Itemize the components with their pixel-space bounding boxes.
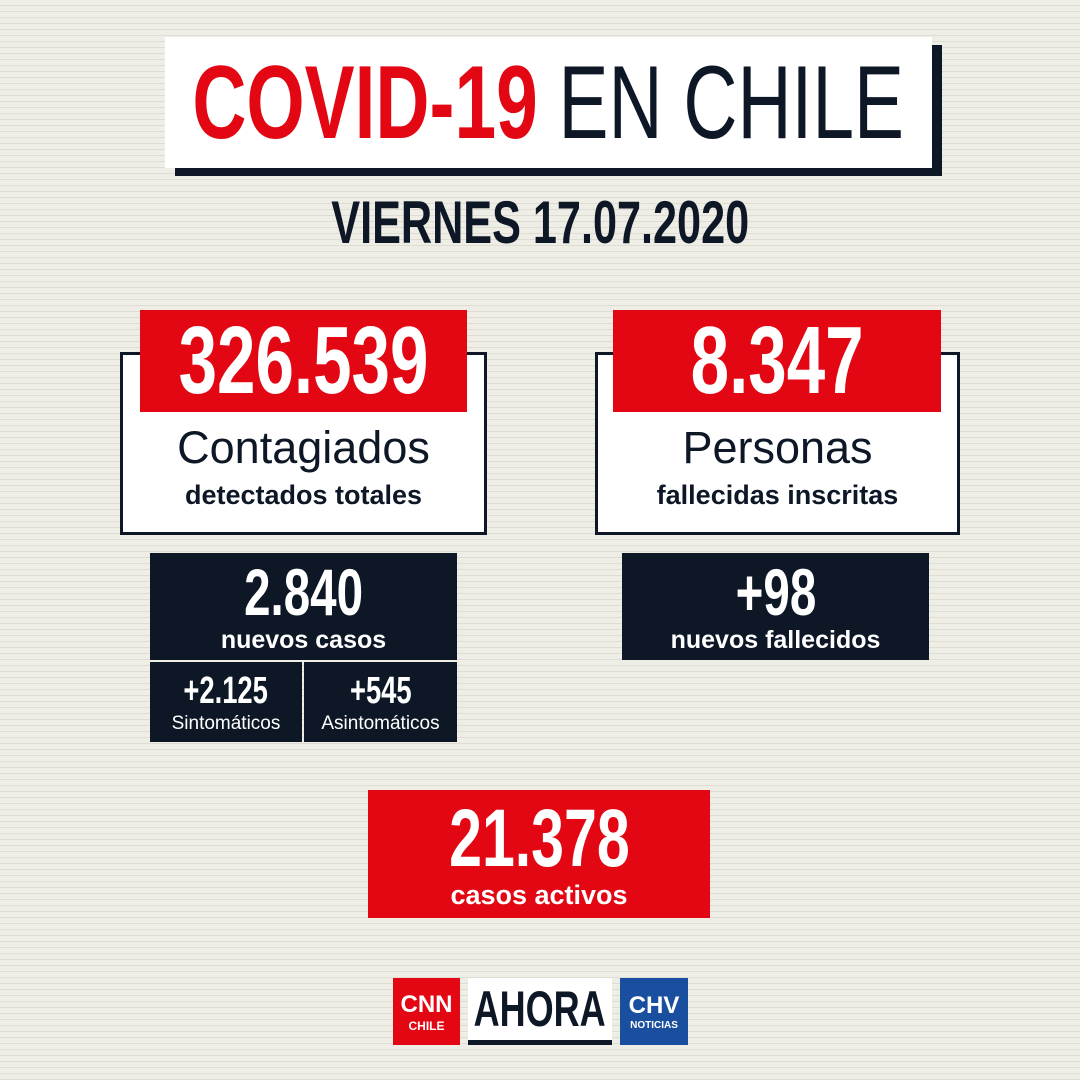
title: COVID-19 EN CHILE: [193, 51, 905, 155]
ahora-logo: AHORA: [468, 978, 612, 1045]
card-number-box: 326.539: [140, 307, 467, 414]
daily-number: +98: [735, 555, 816, 629]
ahora-text: AHORA: [474, 981, 607, 1037]
daily-number: 2.840: [244, 555, 363, 629]
card-number: 8.347: [690, 307, 864, 414]
card-sublabel: fallecidas inscritas: [656, 479, 899, 510]
breakdown-label: Asintomáticos: [321, 713, 440, 734]
card-label: Contagiados: [177, 422, 430, 473]
active-number: 21.378: [448, 792, 630, 884]
title-rest: EN CHILE: [558, 44, 905, 161]
date-wrap: VIERNES 17.07.2020: [0, 188, 1080, 256]
date: VIERNES 17.07.2020: [331, 188, 749, 256]
cnn-logo: CNN CHILE: [393, 978, 460, 1045]
breakdown-number: +545: [349, 670, 412, 712]
card-label: Personas: [682, 422, 873, 473]
cnn-sub: CHILE: [408, 1018, 445, 1033]
breakdown-number: +2.125: [183, 670, 269, 712]
daily-box: 2.840 nuevos casos: [150, 553, 457, 660]
card-number: 326.539: [178, 307, 429, 414]
chv-text: CHV: [628, 992, 680, 1019]
breakdown-box: +2.125 Sintomáticos: [150, 662, 302, 742]
active-label: casos activos: [450, 879, 628, 910]
title-box: COVID-19 EN CHILE: [165, 37, 932, 168]
chv-sub: NOTICIAS: [630, 1020, 678, 1031]
daily-box: +98 nuevos fallecidos: [622, 553, 929, 660]
card-sublabel: detectados totales: [184, 479, 423, 510]
breakdown-label: Sintomáticos: [171, 713, 281, 734]
cnn-text: CNN: [400, 990, 453, 1018]
daily-label: nuevos casos: [220, 626, 387, 654]
title-highlight: COVID-19: [192, 44, 539, 161]
breakdown-box: +545 Asintomáticos: [304, 662, 457, 742]
active-box: 21.378 casos activos: [368, 790, 710, 918]
daily-label: nuevos fallecidos: [670, 626, 881, 654]
chv-logo: CHV NOTICIAS: [620, 978, 688, 1045]
card-number-box: 8.347: [613, 307, 941, 414]
